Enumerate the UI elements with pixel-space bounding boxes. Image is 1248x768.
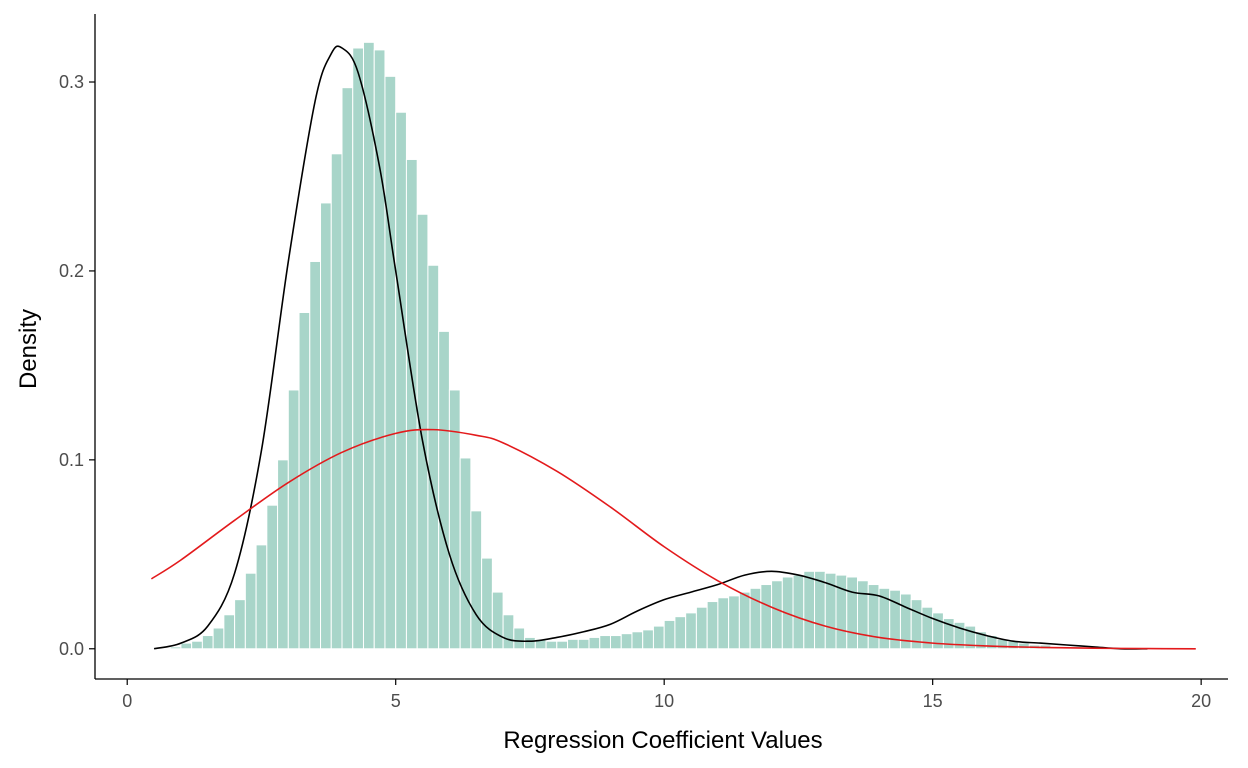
histogram-bar — [760, 584, 773, 650]
x-axis-ticks: 0 5 10 15 20 — [122, 679, 1211, 711]
histogram-bar — [201, 635, 214, 650]
y-tick-label: 0.0 — [59, 639, 84, 659]
histogram-bar — [298, 311, 311, 650]
histogram-bar — [502, 614, 515, 650]
histogram-bar — [695, 606, 708, 650]
histogram-bar — [180, 642, 193, 650]
histogram-bar — [384, 75, 397, 650]
histogram-bar — [545, 640, 558, 650]
histogram-bar — [674, 616, 687, 650]
histogram-bar — [524, 636, 536, 650]
y-tick-label: 0.1 — [59, 450, 84, 470]
histogram-bar — [212, 627, 225, 650]
histogram-bar — [234, 599, 246, 650]
histogram-bar — [856, 580, 869, 650]
histogram-bar — [481, 557, 493, 650]
histogram-bar — [706, 601, 719, 650]
histogram-bar — [438, 330, 450, 650]
y-axis-title: Density — [15, 309, 42, 389]
histogram-bar — [620, 633, 633, 650]
histogram-bar — [266, 504, 279, 650]
histogram-bar — [330, 153, 343, 650]
histogram-bar — [599, 635, 611, 650]
histogram-bar — [803, 570, 816, 650]
histogram-bar — [577, 638, 590, 650]
histogram-bar — [556, 640, 569, 650]
histogram-bar — [588, 636, 601, 650]
histogram-bar — [567, 638, 579, 650]
histogram-bar — [717, 597, 730, 650]
histogram-bar — [513, 627, 526, 650]
x-tick-label: 10 — [654, 691, 674, 711]
histogram-bar — [287, 389, 300, 650]
histogram-bar — [416, 213, 429, 650]
histogram-bar — [835, 574, 848, 650]
histogram-bar — [609, 635, 622, 650]
histogram-bar — [309, 260, 322, 650]
histogram-bar — [652, 625, 665, 650]
histogram-bar — [191, 640, 203, 650]
x-axis-title: Regression Coefficient Values — [503, 727, 822, 754]
histogram-bar — [792, 574, 805, 650]
histogram-bars — [169, 41, 1095, 650]
histogram-bar — [685, 612, 697, 650]
histogram-bar — [255, 544, 268, 650]
histogram-bar — [663, 619, 676, 650]
histogram-bar — [728, 595, 740, 650]
histogram-bar — [395, 111, 407, 650]
x-tick-label: 0 — [122, 691, 132, 711]
histogram-bar — [223, 614, 236, 650]
x-tick-label: 15 — [923, 691, 943, 711]
histogram-bar — [169, 646, 182, 650]
histogram-bar — [320, 202, 332, 650]
histogram-bar — [491, 591, 504, 650]
histogram-bar — [470, 510, 483, 650]
histogram-bar — [373, 49, 386, 650]
histogram-bar — [244, 572, 257, 650]
normal-fit-curve — [150, 428, 1196, 650]
y-tick-label: 0.3 — [59, 72, 84, 92]
histogram-bar — [738, 591, 751, 650]
x-tick-label: 5 — [391, 691, 401, 711]
histogram-bar — [459, 457, 472, 650]
y-axis-ticks: 0.0 0.1 0.2 0.3 — [59, 72, 95, 659]
x-tick-label: 20 — [1191, 691, 1211, 711]
histogram-bar — [771, 580, 783, 650]
histogram-bar — [352, 47, 364, 650]
histogram-bar — [642, 629, 654, 650]
histogram-bar — [846, 576, 858, 650]
histogram-bar — [427, 264, 440, 650]
histogram-bar — [749, 587, 762, 650]
histogram-bar — [341, 87, 354, 650]
histogram-bar — [448, 389, 461, 650]
density-curve — [153, 45, 1148, 650]
y-tick-label: 0.2 — [59, 261, 84, 281]
histogram-bar — [631, 631, 644, 650]
